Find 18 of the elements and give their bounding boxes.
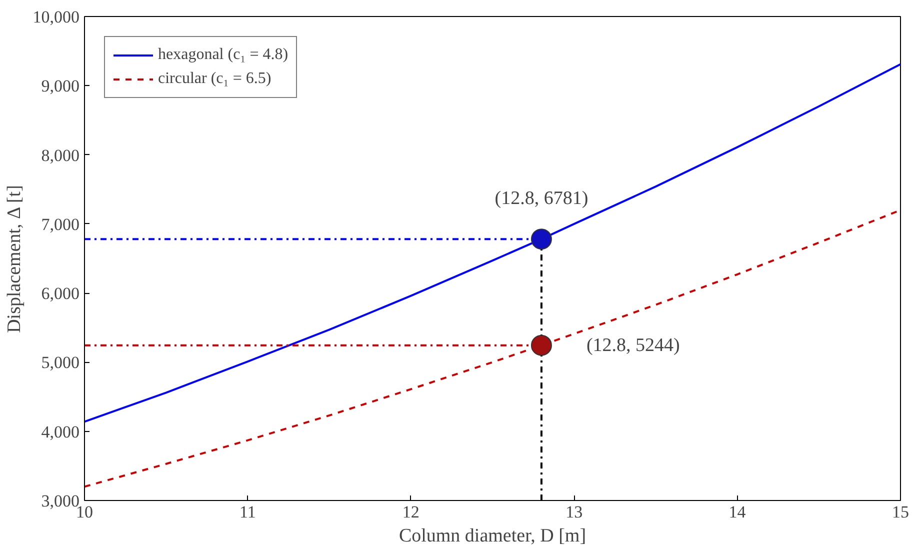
annotation: (12.8, 6781) [494, 188, 588, 210]
x-tick-label: 14 [728, 502, 746, 522]
x-tick-label: 13 [566, 502, 583, 522]
y-tick-label: 4,000 [41, 422, 80, 442]
y-tick-label: 5,000 [41, 353, 80, 372]
y-tick-label: 9,000 [41, 76, 80, 96]
x-axis-title: Column diameter, D [m] [398, 526, 586, 546]
x-tick-label: 11 [240, 502, 256, 522]
y-tick-label: 6,000 [41, 284, 80, 304]
y-tick-label: 8,000 [41, 146, 80, 165]
legend-label: hexagonal (c₁ = 4.8) [158, 46, 288, 64]
y-tick-label: 10,000 [32, 8, 80, 26]
annotation: (12.8, 5244) [586, 334, 680, 356]
x-tick-label: 15 [892, 502, 909, 522]
y-tick-label: 7,000 [41, 214, 80, 234]
y-axis-title: Displacement, Δ [t] [4, 185, 25, 333]
x-tick-label: 12 [402, 502, 420, 522]
legend-label: circular (c₁ = 6.5) [158, 70, 272, 88]
